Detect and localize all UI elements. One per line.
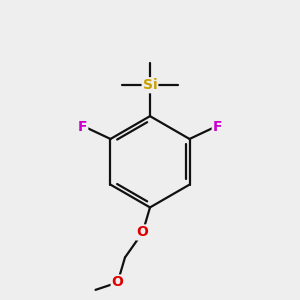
Text: O: O xyxy=(112,275,124,290)
Text: F: F xyxy=(78,120,87,134)
Text: Si: Si xyxy=(143,78,157,92)
Text: F: F xyxy=(213,120,222,134)
Text: O: O xyxy=(137,225,148,239)
